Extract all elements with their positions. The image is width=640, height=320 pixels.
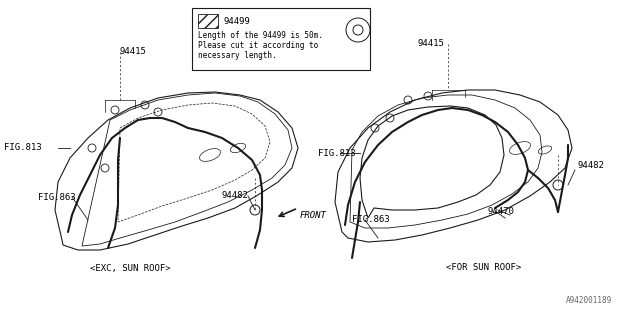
- Text: <EXC, SUN ROOF>: <EXC, SUN ROOF>: [90, 263, 170, 273]
- Text: A942001189: A942001189: [566, 296, 612, 305]
- Text: <FOR SUN ROOF>: <FOR SUN ROOF>: [446, 263, 522, 273]
- Text: 94470: 94470: [487, 206, 514, 215]
- Text: 94499: 94499: [223, 17, 250, 26]
- Text: 94482: 94482: [222, 191, 249, 201]
- Text: necessary length.: necessary length.: [198, 51, 276, 60]
- Text: 94482: 94482: [578, 162, 605, 171]
- Text: FRONT: FRONT: [300, 211, 327, 220]
- Text: 94415: 94415: [418, 39, 445, 49]
- Text: Please cut it according to: Please cut it according to: [198, 41, 318, 50]
- Bar: [198, 14, 218, 28]
- Text: FIG.863: FIG.863: [352, 215, 390, 225]
- Text: FIG.813: FIG.813: [4, 143, 42, 153]
- Text: 94415: 94415: [120, 47, 147, 57]
- Text: Length of the 94499 is 50m.: Length of the 94499 is 50m.: [198, 31, 323, 40]
- Text: FIG.863: FIG.863: [38, 193, 76, 202]
- Text: FIG.813: FIG.813: [318, 148, 356, 157]
- Bar: [192, 8, 370, 70]
